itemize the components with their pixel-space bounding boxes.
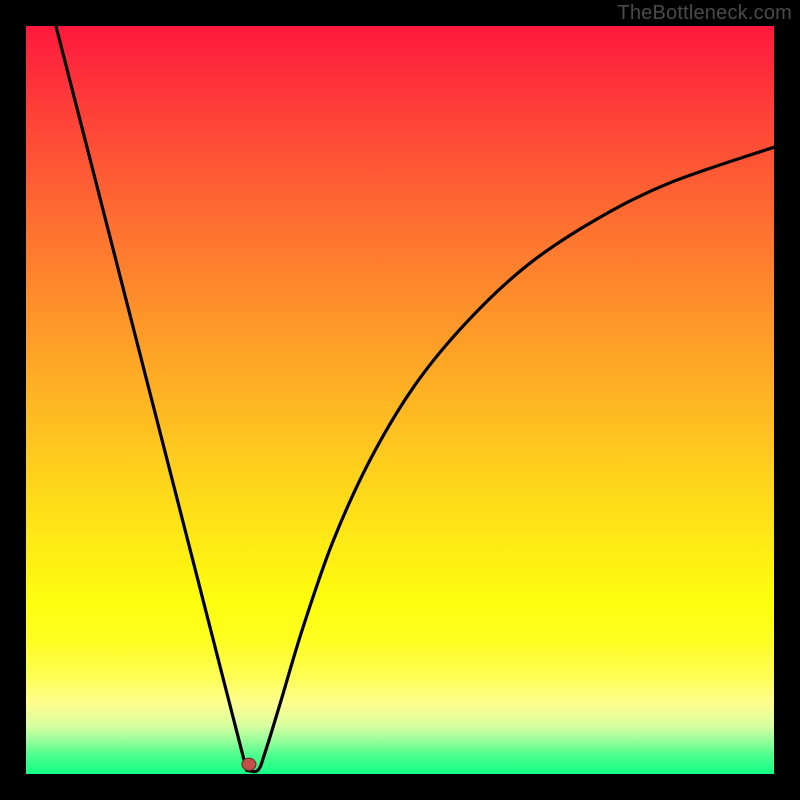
chart-background (26, 26, 774, 774)
plot-area (26, 26, 774, 774)
attribution-text: TheBottleneck.com (617, 2, 792, 25)
bottleneck-marker (242, 758, 256, 770)
bottleneck-chart-svg (26, 26, 774, 774)
